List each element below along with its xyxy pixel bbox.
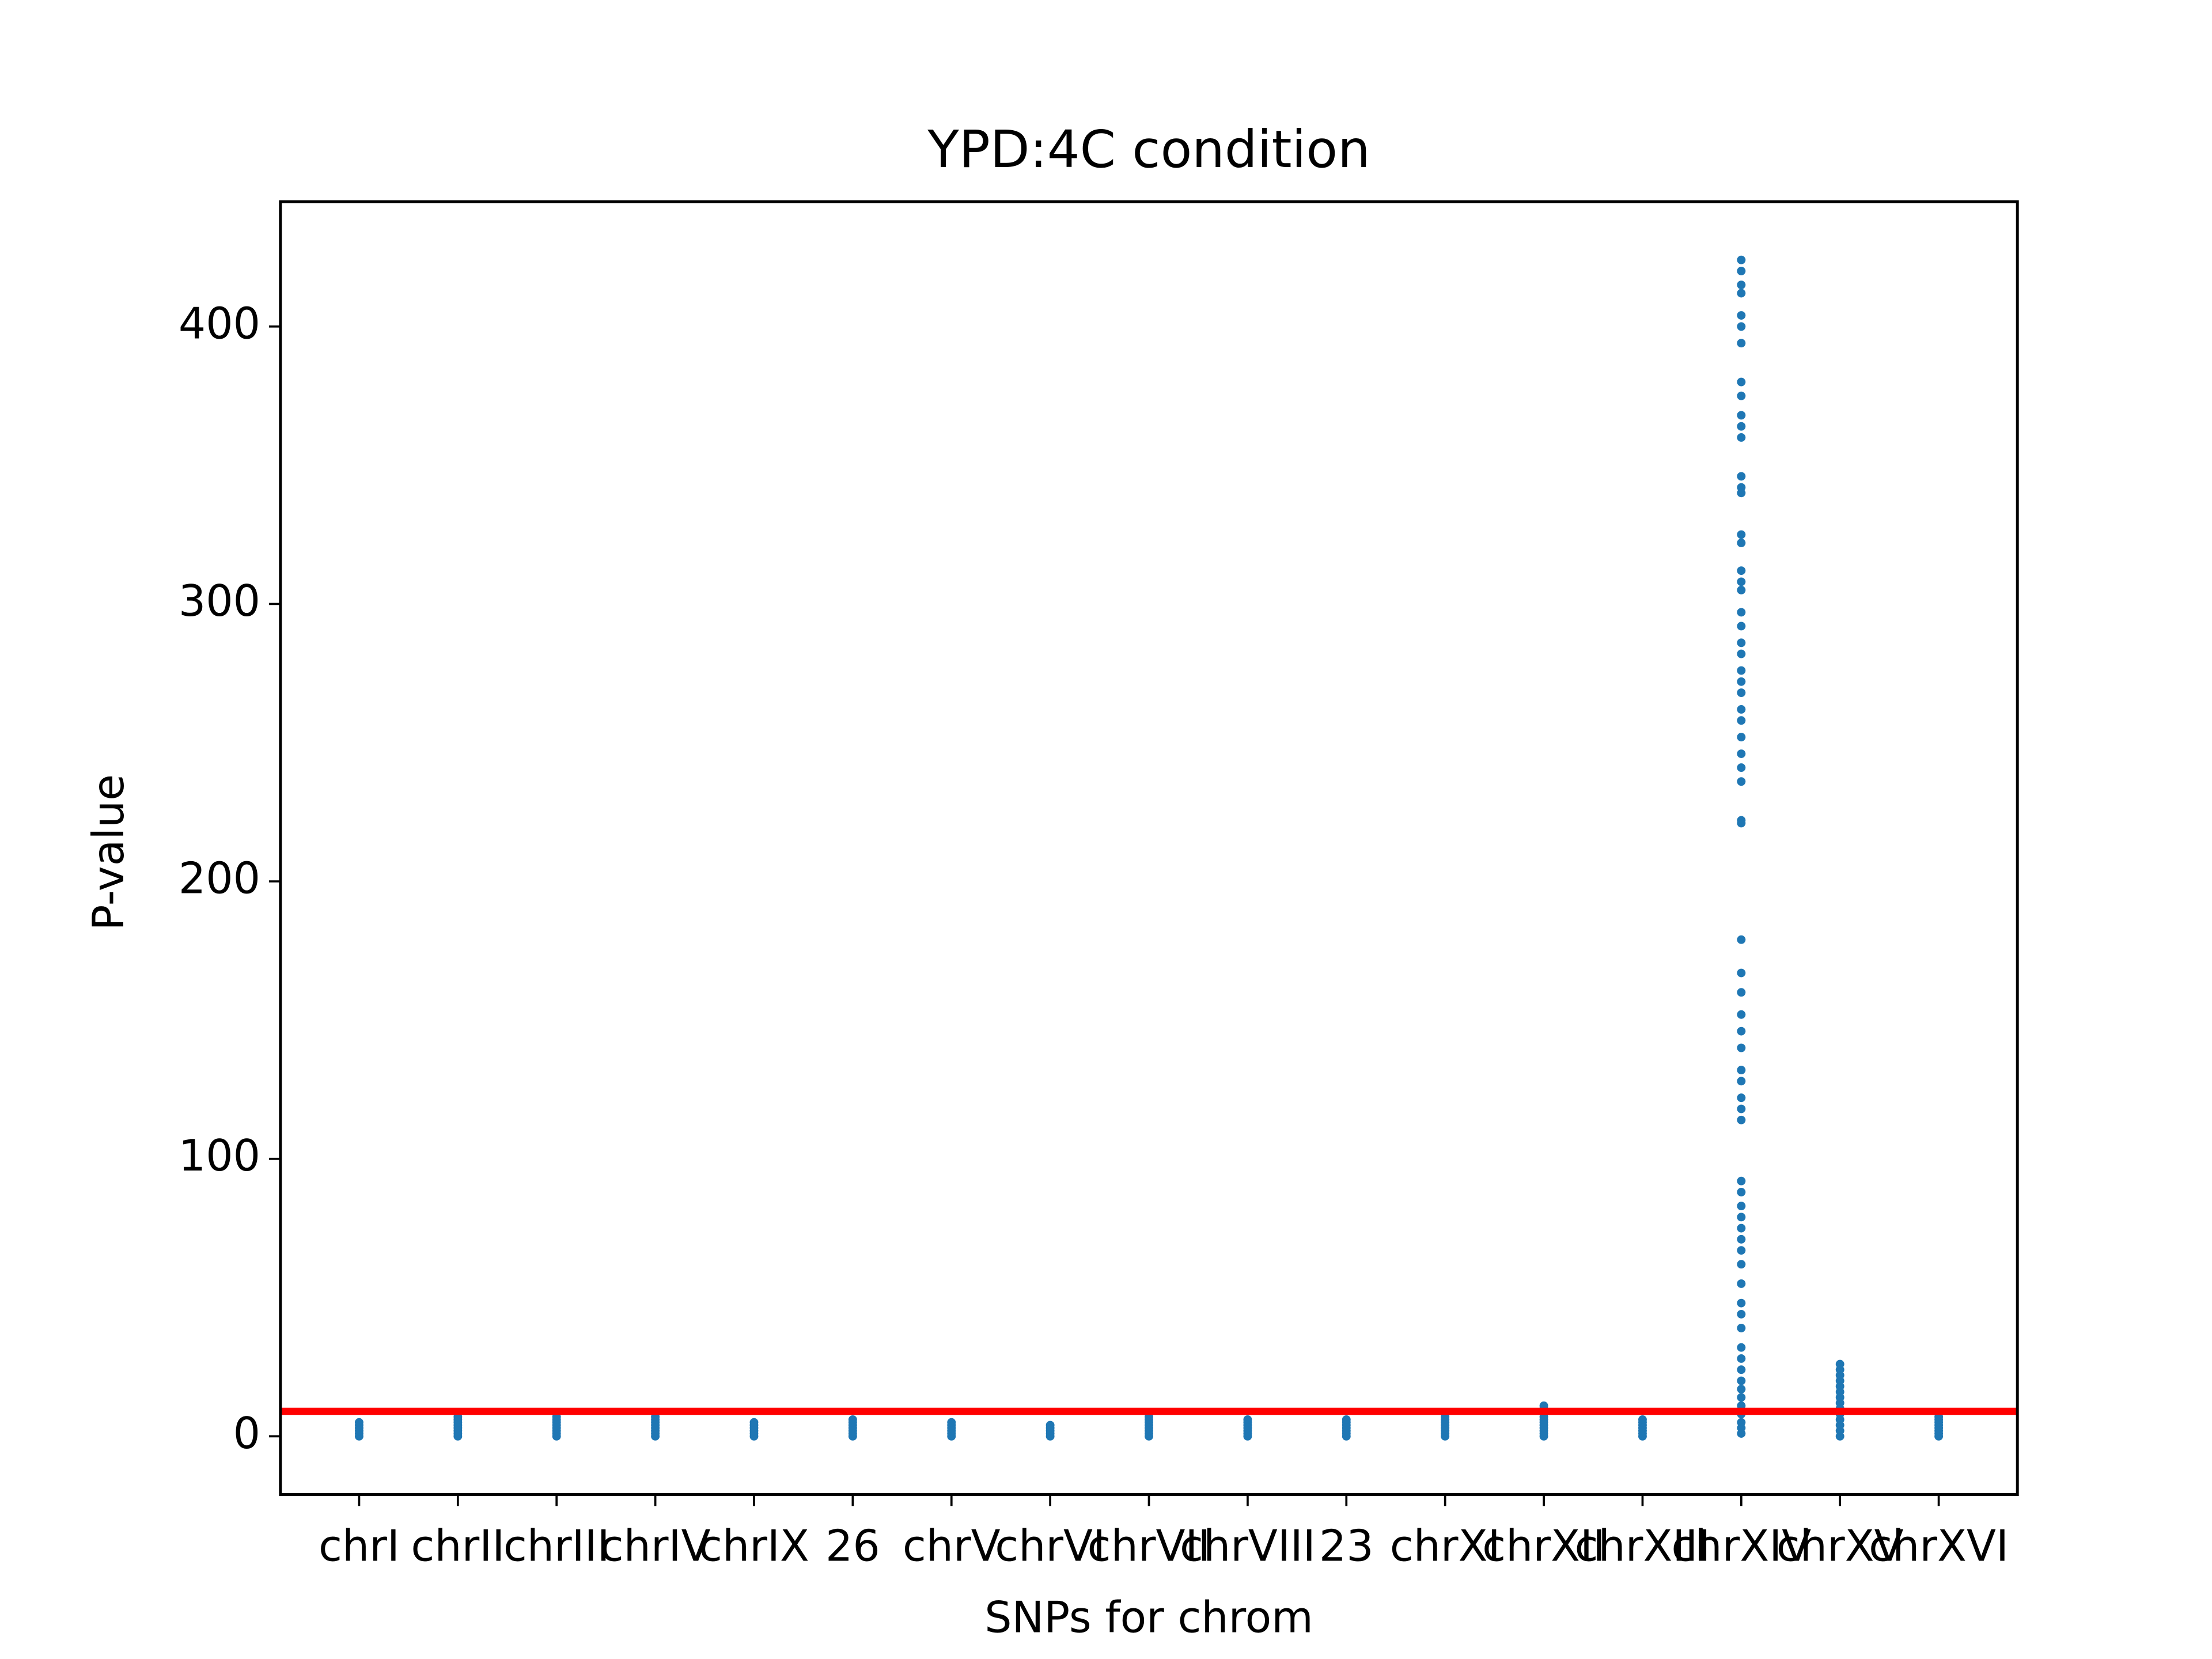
point — [1737, 1224, 1746, 1233]
x-tick-label: chrVIII — [1180, 1521, 1316, 1571]
point — [1737, 1093, 1746, 1103]
point — [1737, 1354, 1746, 1363]
point — [1737, 749, 1746, 758]
x-tick-label: chrXII — [1482, 1521, 1605, 1571]
point — [1737, 339, 1746, 348]
point — [1737, 289, 1746, 298]
point — [1737, 1202, 1746, 1211]
point — [1737, 1104, 1746, 1113]
x-tick-label: chrXV — [1777, 1521, 1904, 1571]
point — [1046, 1421, 1055, 1430]
point — [1737, 1429, 1746, 1438]
point — [1737, 705, 1746, 714]
x-tick-label: chrXIII — [1575, 1521, 1711, 1571]
y-axis-label: P-value — [84, 774, 134, 931]
point — [1737, 716, 1746, 725]
y-tick-label: 400 — [179, 298, 260, 349]
point — [1737, 411, 1746, 420]
point — [1737, 577, 1746, 586]
point — [1737, 1213, 1746, 1222]
point — [1737, 530, 1746, 539]
point — [1737, 1343, 1746, 1352]
point — [1737, 377, 1746, 387]
y-tick-label: 0 — [233, 1408, 260, 1459]
x-tick-label: chrVI — [995, 1521, 1105, 1571]
x-tick-label: chrI — [319, 1521, 400, 1571]
point — [1737, 322, 1746, 331]
point — [1737, 763, 1746, 772]
point — [1737, 1376, 1746, 1385]
point — [1737, 968, 1746, 978]
point — [1737, 566, 1746, 575]
point — [1737, 281, 1746, 290]
point — [1737, 688, 1746, 698]
point — [1737, 391, 1746, 400]
x-tick-label: chrXIV — [1671, 1521, 1811, 1571]
point — [1737, 422, 1746, 431]
point — [1737, 488, 1746, 498]
point — [848, 1415, 857, 1424]
point — [1737, 1385, 1746, 1393]
x-tick-label: chrII — [411, 1521, 505, 1571]
point — [1737, 1246, 1746, 1255]
point — [1737, 267, 1746, 275]
point — [1737, 1176, 1746, 1185]
point — [1737, 988, 1746, 997]
point — [1835, 1359, 1844, 1369]
point — [1737, 1365, 1746, 1374]
point — [354, 1418, 363, 1427]
x-tick-label: chrIII — [503, 1521, 610, 1571]
point — [1638, 1415, 1647, 1424]
point — [1737, 1279, 1746, 1288]
x-tick-label: 23 — [1319, 1521, 1374, 1571]
point — [1737, 255, 1746, 264]
point — [1737, 1115, 1746, 1124]
point — [1737, 1188, 1746, 1196]
point — [1737, 539, 1746, 547]
point — [1737, 638, 1746, 647]
point — [1737, 472, 1746, 481]
point — [1737, 311, 1746, 320]
point — [1737, 1309, 1746, 1319]
point — [1737, 677, 1746, 686]
point — [1737, 1043, 1746, 1052]
point — [1737, 585, 1746, 594]
chart-title: YPD:4C condition — [927, 120, 1370, 180]
point — [1737, 666, 1746, 675]
point — [1737, 1234, 1746, 1244]
point — [1737, 1393, 1746, 1402]
x-tick-label: chrXVI — [1869, 1521, 2009, 1571]
point — [1737, 819, 1746, 828]
point — [1737, 935, 1746, 944]
x-axis-label: SNPs for chrom — [984, 1592, 1313, 1642]
point — [1737, 777, 1746, 786]
point — [1737, 1010, 1746, 1019]
point — [1737, 649, 1746, 658]
point — [1737, 1066, 1746, 1075]
point — [1737, 1077, 1746, 1086]
x-tick-label: 26 — [825, 1521, 880, 1571]
x-tick-label: chrVII — [1088, 1521, 1211, 1571]
point — [947, 1418, 956, 1427]
point — [1342, 1415, 1351, 1424]
x-tick-label: chrIX — [699, 1521, 809, 1571]
y-tick-label: 100 — [179, 1131, 260, 1181]
y-tick-label: 200 — [179, 854, 260, 904]
point — [1243, 1415, 1252, 1424]
point — [1737, 1260, 1746, 1269]
point — [1737, 433, 1746, 442]
point — [1737, 1298, 1746, 1308]
point — [1737, 1324, 1746, 1332]
y-tick-label: 300 — [179, 576, 260, 626]
x-tick-label: chrXI — [1390, 1521, 1501, 1571]
x-tick-label: chrV — [903, 1521, 1001, 1571]
point — [1737, 608, 1746, 617]
plot-frame — [279, 200, 2019, 1496]
point — [1737, 733, 1746, 742]
point — [749, 1418, 759, 1427]
x-tick-label: chrIV — [600, 1521, 711, 1571]
point — [1737, 622, 1746, 631]
point — [1737, 1027, 1746, 1036]
